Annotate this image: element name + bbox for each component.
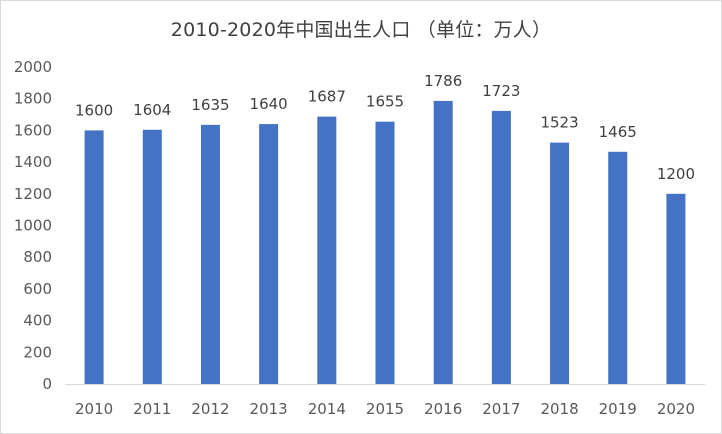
- bar-data-label: 1723: [482, 82, 520, 100]
- y-tick-label: 0: [42, 375, 52, 393]
- bar: [200, 124, 220, 384]
- y-tick-label: 600: [23, 280, 52, 298]
- bar-series: [84, 100, 686, 385]
- x-tick-label: 2019: [599, 400, 637, 418]
- x-tick-label: 2016: [424, 400, 462, 418]
- bar: [491, 110, 511, 384]
- bar-data-label: 1465: [599, 123, 637, 141]
- bar-data-label: 1523: [540, 114, 578, 132]
- y-tick-label: 1800: [14, 90, 52, 108]
- y-tick-label: 2000: [14, 58, 52, 76]
- bar: [142, 129, 162, 384]
- bar-data-label: 1200: [657, 165, 695, 183]
- y-tick-label: 1200: [14, 185, 52, 203]
- bar-data-label: 1635: [191, 96, 229, 114]
- y-tick-label: 1000: [14, 217, 52, 235]
- x-tick-label: 2018: [540, 400, 578, 418]
- bar: [666, 193, 686, 384]
- bar-data-label: 1600: [75, 101, 113, 119]
- bar: [608, 151, 628, 384]
- bar-data-label: 1786: [424, 72, 462, 90]
- y-tick-label: 400: [23, 312, 52, 330]
- y-tick-label: 1600: [14, 121, 52, 139]
- data-labels: 1600 1604 1635 1640 1687 1655 1786 1723 1523 1465…: [75, 72, 695, 183]
- chart-title: 2010-2020年中国出生人口 （单位：万人）: [170, 19, 552, 41]
- bar: [317, 116, 337, 384]
- bar: [550, 142, 570, 384]
- bar: [259, 124, 279, 384]
- x-tick-label: 2012: [191, 400, 229, 418]
- x-tick-label: 2020: [657, 400, 695, 418]
- x-tick-label: 2014: [308, 400, 346, 418]
- y-tick-label: 200: [23, 343, 52, 361]
- bar: [375, 121, 395, 385]
- bar: [433, 100, 453, 384]
- bar-data-label: 1687: [308, 88, 346, 106]
- bar: [84, 130, 104, 384]
- x-tick-label: 2015: [366, 400, 404, 418]
- bar-data-label: 1604: [133, 101, 171, 119]
- x-tick-label: 2010: [75, 400, 113, 418]
- x-tick-label: 2013: [250, 400, 288, 418]
- x-tick-label: 2011: [133, 400, 171, 418]
- y-tick-label: 1400: [14, 153, 52, 171]
- x-tick-label: 2017: [482, 400, 520, 418]
- y-axis-ticks: 0 200 400 600 800 1000 1200 1400 1600 1800 2000: [14, 58, 52, 393]
- bar-data-label: 1655: [366, 93, 404, 111]
- bar-data-label: 1640: [250, 95, 288, 113]
- x-axis-ticks: 2010 2011 2012 2013 2014 2015 2016 2017 2018 2019…: [75, 400, 695, 418]
- y-tick-label: 800: [23, 248, 52, 266]
